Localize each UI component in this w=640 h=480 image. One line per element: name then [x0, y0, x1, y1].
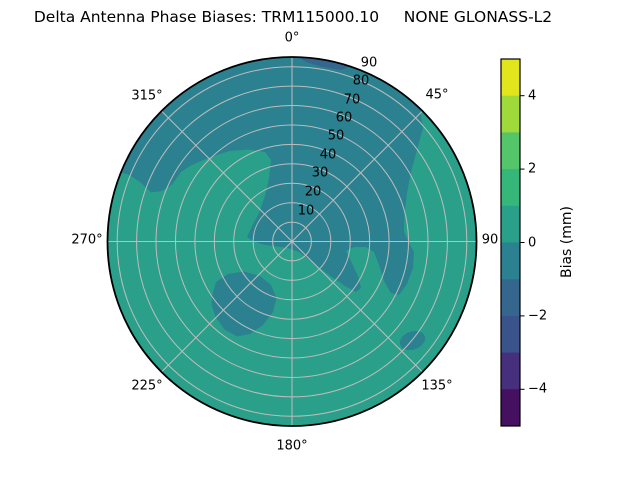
theta-label-0: 0°: [284, 30, 300, 46]
theta-label-135: 135°: [421, 378, 453, 394]
colorbar-segment-4-5: [501, 59, 520, 97]
theta-label-315: 315°: [131, 88, 163, 104]
colorbar-tick-label-0: 0: [528, 235, 537, 250]
contour-region-bias-m1-to-0-main: [121, 57, 423, 295]
colorbar-segment-m3-m2: [501, 315, 520, 354]
r-label-50: 50: [327, 128, 345, 144]
contour-region-bias-m2-to-m1-north-sliver: [298, 57, 350, 70]
r-label-90: 90: [360, 55, 378, 71]
contour-region-bias-m1-to-0-southwest-blob: [211, 271, 277, 337]
colorbar-segment-m4-m3: [501, 352, 520, 390]
theta-label-270: 270°: [71, 232, 103, 248]
r-label-80: 80: [352, 73, 370, 89]
polar-grid: [107, 57, 477, 426]
r-label-30: 30: [311, 165, 329, 181]
colorbar-segment-m5-m4: [501, 389, 520, 426]
colorbar: [500, 58, 525, 427]
r-label-10: 10: [297, 203, 315, 219]
theta-label-180: 180°: [276, 438, 308, 454]
theta-label-90: 90: [481, 232, 499, 248]
colorbar-tick-label-4: 4: [528, 88, 537, 104]
r-label-60: 60: [335, 110, 353, 126]
colorbar-segment-2-3: [501, 132, 520, 170]
colorbar-segments: [501, 59, 520, 426]
chart-title: Delta Antenna Phase Biases: TRM115000.10…: [33, 8, 553, 26]
colorbar-frame: [500, 58, 521, 427]
colorbar-tick-label-m2: −2: [528, 308, 548, 324]
colorbar-segment-1-2: [501, 169, 520, 207]
theta-label-225: 225°: [131, 378, 163, 394]
colorbar-tick-label-2: 2: [528, 161, 537, 177]
colorbar-segment-m1-0: [501, 242, 520, 280]
colorbar-segment-m2-m1: [501, 279, 520, 317]
r-label-20: 20: [304, 184, 322, 200]
r-label-40: 40: [319, 147, 337, 163]
theta-label-45: 45°: [425, 87, 449, 103]
colorbar-tick-label-m4: −4: [528, 381, 548, 397]
colorbar-segment-3-4: [501, 95, 520, 133]
polar-axes-outline: [106, 56, 478, 427]
contour-region-bias-m1-to-0-southeast-spot: [399, 330, 426, 351]
colorbar-segment-0-1: [501, 205, 520, 243]
colorbar-axis-label: Bias (mm): [559, 205, 575, 279]
r-label-70: 70: [343, 92, 361, 108]
colorbar-tick-marks: [520, 95, 525, 390]
theta-gridline-45-225: [161, 110, 423, 373]
